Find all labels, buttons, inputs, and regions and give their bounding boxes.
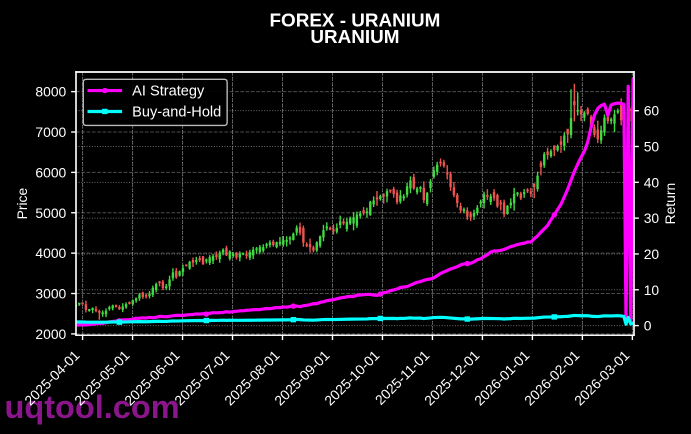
svg-text:0: 0 <box>644 318 652 334</box>
svg-text:8000: 8000 <box>35 84 66 100</box>
svg-text:2000: 2000 <box>35 326 66 342</box>
svg-text:30: 30 <box>644 210 660 226</box>
svg-text:20: 20 <box>644 246 660 262</box>
svg-text:URANIUM: URANIUM <box>310 27 399 48</box>
svg-text:4000: 4000 <box>35 245 66 261</box>
svg-text:Return: Return <box>662 183 678 225</box>
svg-text:Price: Price <box>14 188 30 220</box>
svg-text:6000: 6000 <box>35 164 66 180</box>
svg-text:50: 50 <box>644 139 660 155</box>
svg-text:uqtool.com: uqtool.com <box>5 389 180 425</box>
svg-text:60: 60 <box>644 103 660 119</box>
svg-text:AI Strategy: AI Strategy <box>132 84 205 100</box>
svg-text:5000: 5000 <box>35 205 66 221</box>
svg-text:Buy-and-Hold: Buy-and-Hold <box>132 105 221 121</box>
svg-text:7000: 7000 <box>35 124 66 140</box>
svg-text:FOREX - URANIUM: FOREX - URANIUM <box>269 10 440 31</box>
svg-text:10: 10 <box>644 282 660 298</box>
svg-text:40: 40 <box>644 174 660 190</box>
svg-text:3000: 3000 <box>35 286 66 302</box>
